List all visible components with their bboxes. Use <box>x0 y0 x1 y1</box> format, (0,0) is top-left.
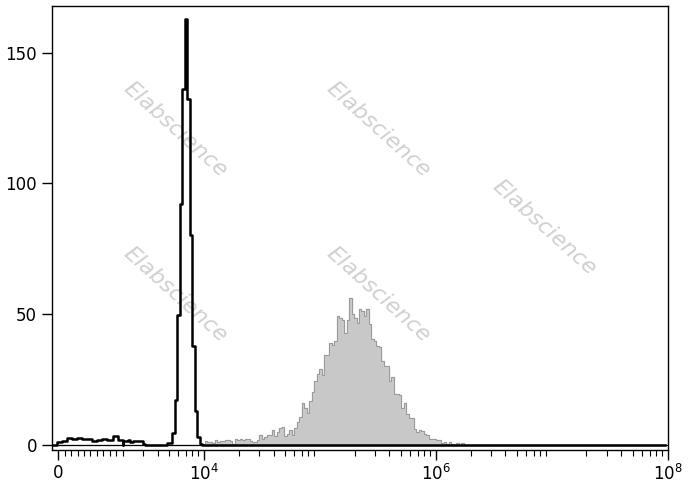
Text: Elabscience: Elabscience <box>323 78 433 181</box>
Text: Elabscience: Elabscience <box>488 176 600 279</box>
Text: Elabscience: Elabscience <box>119 243 230 346</box>
Text: Elabscience: Elabscience <box>119 78 230 181</box>
Text: Elabscience: Elabscience <box>323 243 433 346</box>
